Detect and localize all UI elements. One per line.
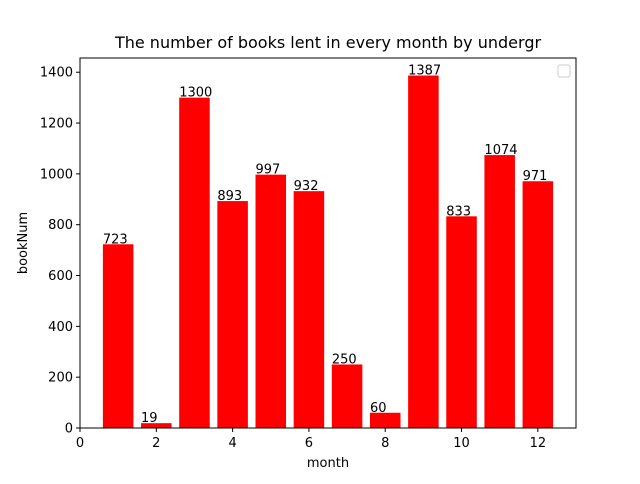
x-tick-label: 4: [228, 436, 236, 451]
y-tick-label: 0: [65, 422, 73, 437]
bar-month-4: [217, 201, 248, 428]
data-labels-group: 723 19 1300 893 997 932 250 60 1387 833 1074 971: [103, 64, 548, 427]
y-tick-label: 600: [48, 269, 73, 284]
bar-month-5: [255, 174, 287, 428]
chart-title: The number of books lent in every month …: [114, 33, 542, 52]
plot-area-frame: [79, 57, 577, 429]
data-label-month-4: 893: [217, 189, 242, 204]
bar-month-8: [369, 412, 401, 428]
bar-month-11: [484, 155, 515, 429]
bar-month-10: [446, 216, 477, 428]
data-label-month-10: 833: [446, 204, 471, 219]
data-label-month-3: 1300: [179, 86, 212, 101]
data-label-month-9: 1387: [408, 64, 441, 79]
bar-month-7: [331, 364, 363, 428]
data-label-month-1: 723: [103, 232, 128, 247]
data-label-month-12: 971: [523, 169, 548, 184]
y-tick-label: 1200: [40, 117, 73, 132]
x-axis-label: month: [307, 456, 349, 471]
x-tick-label: 8: [381, 436, 389, 451]
data-label-month-2: 19: [141, 411, 158, 426]
y-axis-ticks: 0 200 400 600 800 1000 1200 1400: [40, 66, 80, 437]
x-tick-label: 2: [152, 436, 160, 451]
x-axis-ticks: 0 2 4 6 8 10 12: [76, 428, 546, 451]
bar-month-2: [141, 423, 172, 428]
data-label-month-8: 60: [370, 401, 387, 416]
bar-month-9: [408, 75, 439, 429]
bar-month-1: [102, 244, 134, 428]
y-tick-label: 1000: [40, 167, 73, 182]
bar-month-6: [293, 191, 325, 428]
data-label-month-5: 997: [256, 163, 281, 178]
x-tick-label: 12: [530, 436, 547, 451]
legend: [557, 64, 571, 78]
data-label-month-11: 1074: [484, 143, 517, 158]
legend-box: [557, 64, 571, 78]
y-tick-label: 200: [48, 371, 73, 386]
x-tick-label: 0: [76, 436, 84, 451]
bar-month-3: [179, 97, 210, 429]
data-label-month-6: 932: [294, 179, 319, 194]
x-tick-label: 6: [305, 436, 313, 451]
y-axis-label: bookNum: [16, 212, 31, 274]
bar-month-12: [522, 181, 554, 428]
y-tick-label: 800: [48, 218, 73, 233]
x-tick-label: 10: [453, 436, 470, 451]
y-tick-label: 400: [48, 320, 73, 335]
data-label-month-7: 250: [332, 352, 357, 367]
y-tick-label: 1400: [40, 66, 73, 81]
bars-group: [102, 75, 554, 429]
